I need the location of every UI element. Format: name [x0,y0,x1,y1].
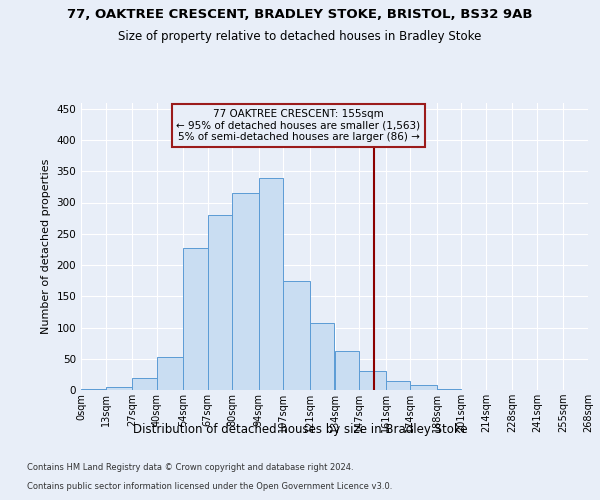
Bar [386,380,410,390]
Bar [259,178,283,390]
Bar [132,378,157,390]
Bar [106,387,132,390]
Bar [232,193,259,390]
Y-axis label: Number of detached properties: Number of detached properties [41,158,51,334]
Bar [81,389,106,390]
Text: 77 OAKTREE CRESCENT: 155sqm
← 95% of detached houses are smaller (1,563)
5% of s: 77 OAKTREE CRESCENT: 155sqm ← 95% of det… [176,109,421,142]
Bar [310,322,335,390]
Bar [359,371,386,390]
Bar [335,351,359,390]
Bar [437,389,461,390]
Bar [157,357,183,390]
Text: 77, OAKTREE CRESCENT, BRADLEY STOKE, BRISTOL, BS32 9AB: 77, OAKTREE CRESCENT, BRADLEY STOKE, BRI… [67,8,533,20]
Bar [283,280,310,390]
Text: Size of property relative to detached houses in Bradley Stoke: Size of property relative to detached ho… [118,30,482,43]
Text: Contains HM Land Registry data © Crown copyright and database right 2024.: Contains HM Land Registry data © Crown c… [27,464,353,472]
Bar [183,248,208,390]
Text: Contains public sector information licensed under the Open Government Licence v3: Contains public sector information licen… [27,482,392,491]
Text: Distribution of detached houses by size in Bradley Stoke: Distribution of detached houses by size … [133,422,467,436]
Bar [410,385,437,390]
Bar [208,215,232,390]
